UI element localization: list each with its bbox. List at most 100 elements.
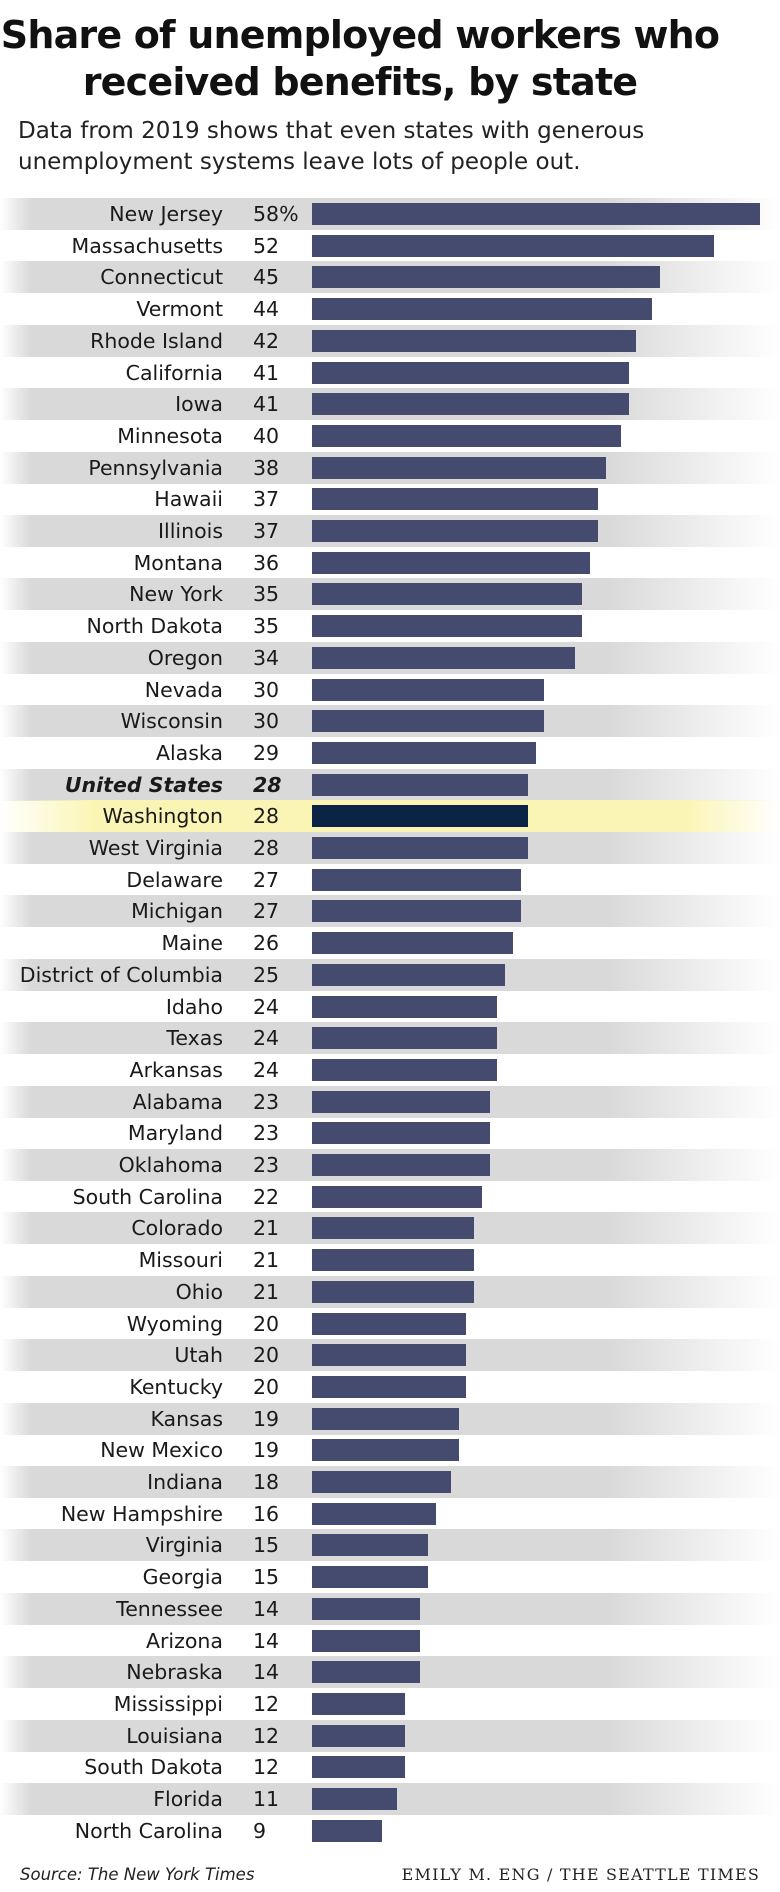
value-label: 18 — [253, 1470, 280, 1494]
bar-row: Louisiana 12 — [0, 1719, 780, 1752]
bar-row: Utah 20 — [0, 1339, 780, 1372]
category-label: Arkansas — [129, 1057, 223, 1082]
value-label: 45 — [253, 265, 280, 290]
value-label: 22 — [253, 1184, 280, 1209]
bar — [312, 1692, 405, 1715]
bar-row: Wisconsin 30 — [0, 705, 780, 738]
value-label: 9 — [253, 1818, 267, 1843]
bar-row: Oregon 34 — [0, 641, 780, 674]
bar — [312, 393, 629, 416]
bar-row: South Carolina 22 — [0, 1181, 780, 1213]
category-label: Idaho — [165, 994, 223, 1019]
bar — [312, 1058, 498, 1081]
bar — [312, 1756, 405, 1779]
value-label: 38 — [253, 455, 280, 480]
bar-row: Montana 36 — [0, 547, 780, 579]
bar — [312, 741, 536, 764]
value-label: 58% — [253, 202, 299, 226]
bar-row: Arizona 14 — [0, 1625, 780, 1657]
bar-row: Alaska 29 — [0, 737, 780, 769]
bar — [312, 456, 606, 479]
bar-row: Mississippi 12 — [0, 1688, 780, 1720]
value-label: 35 — [253, 582, 280, 607]
category-label: Wisconsin — [120, 709, 223, 734]
value-label: 37 — [253, 519, 280, 543]
bar-row: New Mexico 19 — [0, 1434, 780, 1466]
category-label: Missouri — [138, 1248, 223, 1273]
bar — [312, 1597, 421, 1620]
value-label: 21 — [253, 1279, 280, 1304]
bar-row: New York 35 — [0, 578, 780, 611]
value-label: 44 — [253, 297, 280, 322]
bar — [312, 995, 498, 1018]
credit-line: EMILY M. ENG / THE SEATTLE TIMES — [401, 1865, 760, 1884]
category-label: Georgia — [142, 1565, 223, 1590]
value-label: 37 — [253, 487, 280, 512]
bar-row: Alabama 23 — [0, 1085, 780, 1118]
category-label: Mississippi — [113, 1691, 223, 1716]
category-label: South Dakota — [84, 1755, 223, 1780]
value-label: 41 — [253, 392, 280, 417]
bar — [312, 1344, 467, 1367]
category-label: Oklahoma — [118, 1153, 223, 1177]
category-label: Delaware — [126, 867, 223, 892]
bar — [312, 298, 652, 321]
value-label: 20 — [253, 1311, 280, 1336]
bar — [312, 1566, 428, 1589]
bar — [312, 1249, 475, 1272]
value-label: 28 — [253, 836, 280, 860]
bar-row: Arkansas 24 — [0, 1054, 780, 1086]
bar-row: Delaware 27 — [0, 864, 780, 896]
category-label: Texas — [166, 1026, 223, 1051]
bar — [312, 1122, 490, 1145]
bar — [312, 837, 529, 859]
bar-row: Georgia 15 — [0, 1561, 780, 1593]
bar — [312, 773, 529, 796]
value-label: 34 — [253, 645, 280, 670]
bar — [312, 868, 521, 891]
category-label: New Jersey — [109, 202, 223, 226]
bar-row: Kentucky 20 — [0, 1371, 780, 1403]
value-label: 11 — [253, 1787, 280, 1811]
value-label: 20 — [253, 1343, 280, 1368]
bar-row: New Jersey 58% — [0, 198, 780, 230]
bar-row: Idaho 24 — [0, 991, 780, 1023]
category-label: Kentucky — [129, 1374, 223, 1399]
bar — [312, 900, 521, 923]
bar — [312, 1090, 490, 1113]
value-label: 16 — [253, 1501, 280, 1526]
bar — [312, 805, 529, 828]
category-label: Ohio — [175, 1279, 223, 1304]
category-label: Alaska — [155, 740, 223, 765]
category-label: Vermont — [136, 297, 223, 322]
value-label: 12 — [253, 1755, 280, 1780]
bar — [312, 488, 598, 511]
category-label: New Mexico — [100, 1438, 223, 1463]
value-label: 15 — [253, 1565, 280, 1590]
bar-row: North Dakota 35 — [0, 610, 780, 642]
bar-row: New Hampshire 16 — [0, 1498, 780, 1530]
value-label: 23 — [253, 1153, 280, 1177]
bar-row: Kansas 19 — [0, 1402, 780, 1435]
bar-row: District of Columbia 25 — [0, 958, 780, 991]
bar — [312, 1439, 459, 1462]
category-label: North Dakota — [86, 614, 223, 639]
bar-row: North Carolina 9 — [0, 1815, 780, 1847]
category-label: Massachusetts — [71, 233, 223, 258]
category-label: Kansas — [150, 1406, 223, 1431]
category-label: Florida — [153, 1787, 223, 1811]
bar — [312, 520, 598, 542]
bar — [312, 646, 575, 669]
category-label: Indiana — [147, 1470, 223, 1494]
category-label: Nevada — [144, 677, 223, 702]
bar-row: Rhode Island 42 — [0, 324, 780, 357]
category-label: California — [125, 360, 223, 385]
bar-row: Vermont 44 — [0, 293, 780, 325]
bar — [312, 1312, 467, 1335]
category-label: New York — [129, 582, 223, 607]
value-label: 30 — [253, 677, 280, 702]
bar-row: West Virginia 28 — [0, 832, 780, 864]
category-label: Louisiana — [126, 1723, 223, 1748]
bar — [312, 266, 660, 289]
category-label: Pennsylvania — [88, 455, 223, 480]
